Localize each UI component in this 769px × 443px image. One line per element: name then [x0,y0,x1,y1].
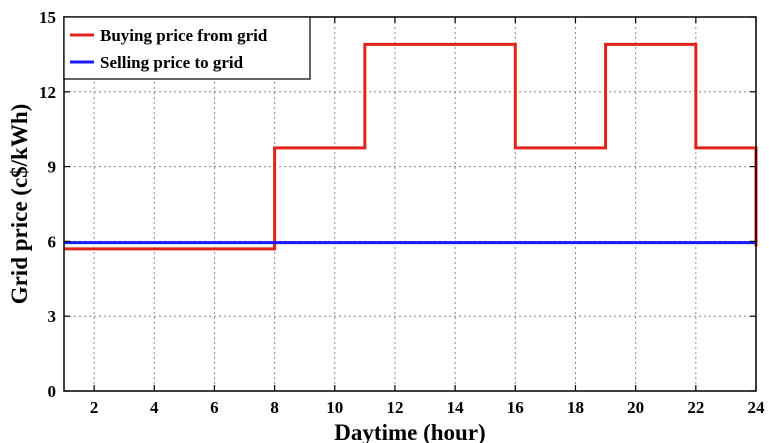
y-tick-label: 6 [48,232,57,251]
legend: Buying price from grid Selling price to … [63,16,311,80]
y-tick-label: 15 [39,8,56,27]
x-tick-label: 8 [270,398,279,417]
y-tick-label: 3 [48,307,57,326]
x-tick-label: 22 [687,398,704,417]
legend-box [63,16,311,80]
series-line-0 [64,42,758,251]
x-tick-label: 4 [150,398,159,417]
series-lines [64,42,758,251]
y-tick-label: 0 [48,382,57,401]
y-tick-label: 12 [39,83,56,102]
x-tick-label: 12 [386,398,403,417]
x-tick-label: 24 [748,398,766,417]
legend-label-buying-price: Buying price from grid [100,26,268,45]
plot-frame [63,16,757,392]
x-tick-label: 2 [90,398,99,417]
x-tick-label: 16 [507,398,524,417]
x-tick-label: 18 [567,398,584,417]
y-tick-label: 9 [48,158,57,177]
x-axis-label: Daytime (hour) [334,420,485,443]
y-axis-label: Grid price (c$/kWh) [7,104,32,305]
legend-label-selling-price: Selling price to grid [100,53,244,72]
x-tick-label: 10 [326,398,343,417]
x-tick-label: 14 [447,398,465,417]
x-tick-label: 6 [210,398,219,417]
x-tick-label: 20 [627,398,644,417]
